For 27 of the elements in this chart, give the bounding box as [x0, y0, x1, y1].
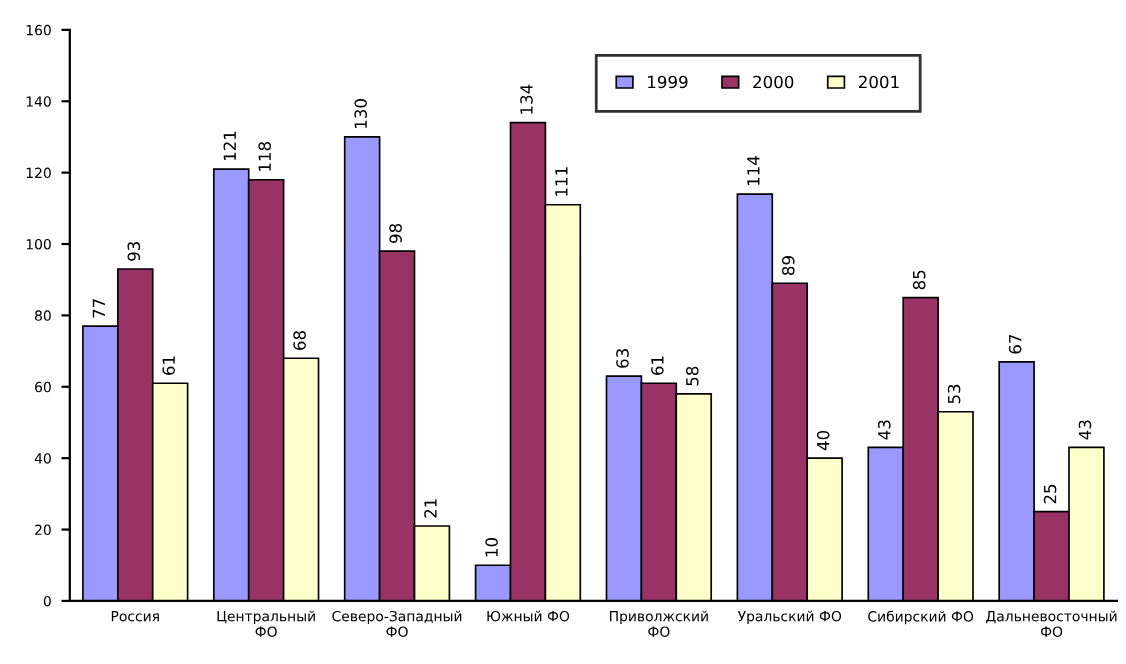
data-label: 63 — [616, 349, 629, 368]
data-label: 61 — [162, 356, 175, 375]
data-label: 85 — [912, 270, 926, 290]
data-label: 93 — [127, 241, 141, 261]
legend-label: 1999 — [648, 75, 688, 89]
data-label: 53 — [947, 384, 961, 404]
legend-label: 2000 — [753, 75, 794, 89]
data-label: 10 — [485, 537, 498, 557]
data-label: 43 — [877, 420, 891, 440]
data-label: 121 — [223, 131, 236, 161]
legend-label: 2001 — [858, 75, 899, 89]
data-label: 130 — [354, 99, 367, 128]
data-label: 25 — [1043, 484, 1057, 504]
data-label: 67 — [1008, 334, 1022, 354]
data-label: 89 — [781, 256, 795, 276]
data-label: 118 — [258, 141, 271, 171]
data-label: 21 — [424, 499, 437, 518]
data-label: 61 — [651, 356, 664, 375]
data-label: 43 — [1078, 420, 1092, 440]
data-label: 98 — [389, 223, 402, 243]
data-label: 40 — [816, 430, 830, 451]
data-label: 114 — [747, 156, 760, 186]
data-label: 68 — [293, 331, 306, 350]
data-label: 77 — [92, 299, 105, 318]
data-label: 134 — [520, 84, 533, 114]
data-label: 111 — [555, 167, 568, 196]
data-label: 58 — [685, 366, 699, 386]
